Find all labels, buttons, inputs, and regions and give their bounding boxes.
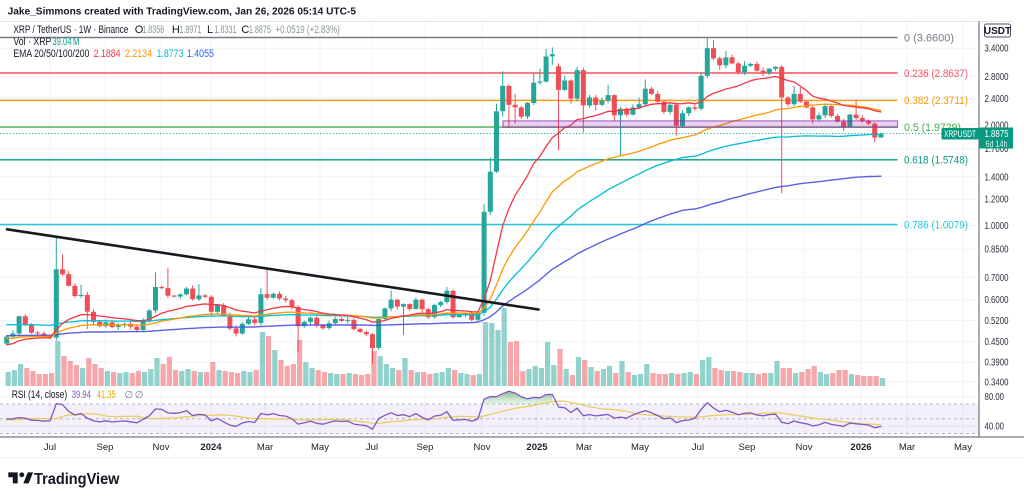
svg-text:RSI (14, close): RSI (14, close): [12, 389, 67, 401]
svg-text:1.4055: 1.4055: [187, 48, 214, 60]
svg-text:EMA 20/50/100/200: EMA 20/50/100/200: [13, 48, 89, 60]
svg-text:2.2134: 2.2134: [125, 48, 152, 60]
svg-text:80.00: 80.00: [985, 392, 1005, 403]
svg-text:39.94: 39.94: [72, 389, 91, 401]
svg-text:1.8773: 1.8773: [157, 48, 184, 60]
svg-text:May: May: [631, 442, 649, 453]
svg-text:1.4000: 1.4000: [985, 172, 1009, 183]
svg-text:Sep: Sep: [739, 442, 756, 453]
svg-text:1.8331: 1.8331: [215, 24, 237, 36]
svg-text:3.4000: 3.4000: [985, 44, 1009, 55]
svg-text:Mar: Mar: [576, 442, 592, 453]
svg-text:0.618 (1.5748): 0.618 (1.5748): [904, 155, 968, 167]
svg-text:0.3400: 0.3400: [985, 378, 1009, 389]
svg-text:Jul: Jul: [692, 442, 704, 453]
svg-text:1.0000: 1.0000: [985, 221, 1009, 232]
svg-text:2026: 2026: [850, 442, 871, 453]
svg-text:1.8971: 1.8971: [179, 24, 201, 36]
svg-text:H: H: [172, 24, 180, 36]
svg-text:Jake_Simmons created with Trad: Jake_Simmons created with TradingView.co…: [8, 6, 357, 17]
svg-text:1.8875: 1.8875: [985, 129, 1009, 140]
svg-text:1.7000: 1.7000: [985, 144, 1009, 155]
svg-text:2025: 2025: [526, 442, 548, 453]
svg-text:0 (3.6600): 0 (3.6600): [904, 32, 954, 44]
svg-text:C: C: [241, 24, 249, 36]
svg-text:1.8875: 1.8875: [249, 24, 271, 36]
svg-text:Nov: Nov: [153, 442, 170, 453]
svg-text:+0.0519 (+2.83%): +0.0519 (+2.83%): [275, 24, 339, 36]
svg-text:Jul: Jul: [44, 442, 56, 453]
svg-text:0.786 (1.0079): 0.786 (1.0079): [904, 219, 968, 231]
svg-text:Mar: Mar: [257, 442, 273, 453]
svg-text:6d 14h: 6d 14h: [986, 139, 1008, 149]
svg-text:TradingView: TradingView: [34, 471, 120, 488]
svg-text:1.2000: 1.2000: [985, 195, 1009, 206]
svg-text:USDT: USDT: [984, 26, 1011, 37]
svg-text:0.7000: 0.7000: [985, 273, 1009, 284]
svg-text:May: May: [954, 442, 972, 453]
svg-text:40.00: 40.00: [985, 422, 1005, 433]
svg-text:Nov: Nov: [796, 442, 813, 453]
svg-text:XRP / TetherUS · 1W · Binance: XRP / TetherUS · 1W · Binance: [13, 24, 128, 36]
svg-text:∅: ∅: [135, 390, 144, 401]
svg-text:Vol · XRP: Vol · XRP: [13, 36, 51, 48]
svg-text:Jul: Jul: [366, 442, 378, 453]
svg-text:0.6000: 0.6000: [985, 295, 1009, 306]
svg-text:0.382 (2.3711): 0.382 (2.3711): [904, 95, 968, 107]
svg-text:2.8000: 2.8000: [985, 72, 1009, 83]
svg-text:Sep: Sep: [97, 442, 114, 453]
svg-text:O: O: [135, 24, 144, 36]
svg-text:Nov: Nov: [474, 442, 491, 453]
svg-text:∅: ∅: [125, 390, 134, 401]
svg-text:XRPUSDT: XRPUSDT: [944, 129, 976, 139]
svg-text:2.4000: 2.4000: [985, 94, 1009, 105]
svg-text:0.4500: 0.4500: [985, 337, 1009, 348]
svg-text:May: May: [311, 442, 329, 453]
svg-text:1.8356: 1.8356: [142, 24, 164, 36]
svg-text:2.1884: 2.1884: [94, 48, 121, 60]
svg-text:0.5200: 0.5200: [985, 316, 1009, 327]
svg-text:0.8500: 0.8500: [985, 245, 1009, 256]
svg-text:2.0000: 2.0000: [985, 121, 1009, 132]
svg-text:Sep: Sep: [417, 442, 434, 453]
svg-text:0.236 (2.8637): 0.236 (2.8637): [904, 68, 968, 80]
svg-text:39.04 M: 39.04 M: [52, 36, 79, 48]
svg-text:Mar: Mar: [899, 442, 915, 453]
svg-text:41.35: 41.35: [97, 389, 116, 401]
svg-text:L: L: [207, 24, 213, 36]
svg-text:2024: 2024: [200, 442, 222, 453]
svg-text:0.3900: 0.3900: [985, 358, 1009, 369]
